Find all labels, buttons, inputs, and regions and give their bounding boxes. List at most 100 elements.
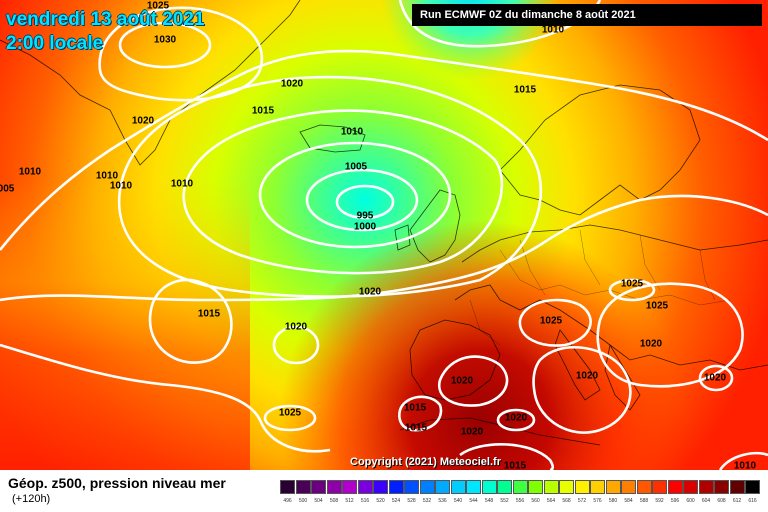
legend-value: 496 [283, 498, 292, 504]
legend-swatch [497, 480, 512, 494]
isobar-label: 995 [357, 211, 374, 222]
legend-swatch [698, 480, 714, 494]
legend-value: 520 [376, 498, 385, 504]
legend-swatch [512, 480, 528, 494]
chart-label: Géop. z500, pression niveau mer [8, 475, 226, 491]
forecast-map: 1025 1030 1010 1020 1015 1015 1020 1010 1005 1010… [0, 0, 768, 470]
legend-swatch [729, 480, 745, 494]
run-info: Run ECMWF 0Z du dimanche 8 août 2021 [412, 4, 762, 26]
legend-value: 528 [407, 498, 416, 504]
legend-value: 500 [298, 498, 308, 504]
legend-swatch [605, 480, 621, 494]
legend-value: 600 [686, 498, 695, 504]
isobar-label: 1020 [285, 322, 308, 333]
isobar-label: 1025 [279, 408, 302, 419]
legend-value: 532 [422, 498, 432, 504]
legend-swatch [357, 480, 373, 494]
legend-value: 556 [515, 498, 525, 504]
legend-value: 536 [438, 498, 447, 504]
legend-bar: Géop. z500, pression niveau mer (+120h) … [0, 470, 768, 512]
legend-swatch [543, 480, 559, 494]
legend-value: 608 [717, 498, 726, 504]
legend-swatch [311, 480, 326, 494]
isobar-label: 1020 [576, 371, 599, 382]
isobar-label: 1015 [198, 309, 221, 320]
isobar-label: 1010 [734, 461, 757, 470]
legend-swatch [435, 480, 450, 494]
legend-swatch [574, 480, 590, 494]
isobar-label: 1010 [341, 127, 364, 138]
legend-value: 516 [360, 498, 370, 504]
legend-value: 540 [453, 498, 463, 504]
isobar-label: 1010 [110, 181, 133, 192]
legend-swatch [342, 480, 357, 494]
isobar-label: 1000 [354, 222, 377, 233]
legend-value: 580 [608, 498, 618, 504]
isobar-label: 1020 [359, 287, 382, 298]
isobar-label: 1020 [640, 339, 663, 350]
legend-value: 504 [314, 498, 323, 504]
forecast-time: 2:00 locale [6, 33, 104, 54]
isobar-label: 1015 [504, 461, 527, 470]
legend-swatch [295, 480, 311, 494]
legend-swatch [621, 480, 636, 494]
isobar-label: 1010 [171, 179, 194, 190]
isobar-label: 1030 [154, 35, 177, 46]
isobar-label: 1020 [505, 413, 528, 424]
legend-value: 548 [484, 498, 494, 504]
legend-value: 592 [655, 498, 664, 504]
legend-value: 512 [345, 498, 354, 504]
chart-subtitle: (+120h) [12, 493, 51, 505]
isobar-label: 1020 [132, 116, 155, 127]
legend-swatch [652, 480, 667, 494]
isobar-label: 1025 [147, 1, 170, 12]
isobar-label: 1010 [542, 25, 565, 36]
legend-swatch [636, 480, 652, 494]
borders [469, 229, 731, 346]
isobar-label: 1025 [540, 316, 563, 327]
isobar-labels: 1025 1030 1010 1020 1015 1015 1020 1010 1005 1010… [0, 1, 757, 470]
legend-value: 576 [593, 498, 602, 504]
legend-value: 560 [531, 498, 540, 504]
isobar-label: 1015 [514, 85, 537, 96]
legend-value: 588 [639, 498, 649, 504]
legend-swatch [388, 480, 404, 494]
isobar-label: 1015 [405, 423, 428, 434]
legend-swatch [481, 480, 497, 494]
isobar-label: 1025 [621, 279, 644, 290]
legend-swatch [280, 480, 295, 494]
isobar-label: 1010 [19, 167, 42, 178]
isobar-label: 1010 [96, 171, 119, 182]
legend-value: 584 [624, 498, 633, 504]
isobar-label: 1020 [451, 376, 474, 387]
isobar-label: 005 [0, 184, 15, 195]
legend-value: 612 [732, 498, 742, 504]
legend-value: 568 [562, 498, 571, 504]
legend-swatch [683, 480, 698, 494]
legend-value: 616 [748, 498, 757, 504]
legend-value: 524 [391, 498, 401, 504]
legend-swatch [419, 480, 435, 494]
legend-swatch [466, 480, 481, 494]
legend-value: 596 [670, 498, 680, 504]
isobar-label: 1020 [461, 427, 484, 438]
legend-value: 604 [701, 498, 711, 504]
isobars [0, 0, 768, 470]
isobar-label: 1005 [345, 162, 368, 173]
legend-swatch [667, 480, 683, 494]
isobar-label: 1015 [404, 403, 427, 414]
copyright: Copyright (2021) Meteociel.fr [350, 456, 501, 468]
legend-swatch [404, 480, 419, 494]
legend-value: 572 [577, 498, 587, 504]
legend-swatch [590, 480, 605, 494]
legend-swatch [714, 480, 729, 494]
isobar-label: 1020 [281, 79, 304, 90]
legend-value: 544 [469, 498, 478, 504]
isobar-label: 1025 [646, 301, 669, 312]
isobar-label: 1015 [252, 106, 275, 117]
isobar-label: 1020 [704, 373, 727, 384]
legend-value: 564 [546, 498, 556, 504]
legend-swatch [373, 480, 388, 494]
legend-value: 508 [329, 498, 339, 504]
